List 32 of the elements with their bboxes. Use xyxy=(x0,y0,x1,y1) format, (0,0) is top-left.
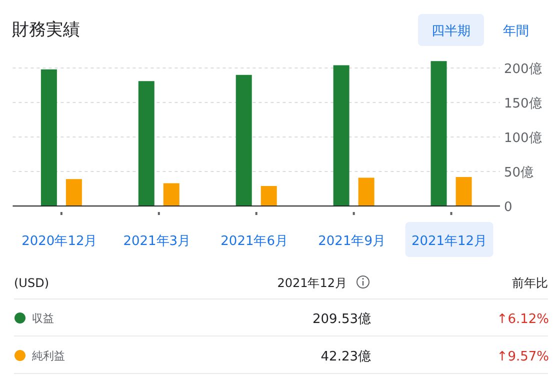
y-tick-label: 50億 xyxy=(504,166,534,180)
chart-title: 財務実績 xyxy=(12,20,80,40)
x-tick-label: 2021年12月 xyxy=(411,234,488,249)
legend-label: 収益 xyxy=(32,312,54,325)
bar xyxy=(236,74,252,206)
bar xyxy=(40,69,57,206)
bar xyxy=(333,65,350,206)
y-tick-label: 200億 xyxy=(504,62,542,77)
x-tick-label: 2021年6月 xyxy=(220,234,288,249)
text: ↑9.57% xyxy=(496,350,549,364)
y-tick-label: 150億 xyxy=(504,96,542,112)
bar xyxy=(430,61,447,206)
text: 42.23億 xyxy=(320,350,371,364)
bar xyxy=(260,186,277,206)
bar xyxy=(138,81,154,206)
bar xyxy=(456,177,472,206)
text: 2021年12月 xyxy=(277,276,347,290)
text: 前年比 xyxy=(512,276,548,290)
text: 209.53億 xyxy=(312,312,371,327)
y-tick-label: 0 xyxy=(504,200,512,215)
bar xyxy=(358,178,374,206)
x-tick-label: 2021年9月 xyxy=(318,234,386,249)
text: (USD) xyxy=(14,276,50,290)
text: ↑6.12% xyxy=(496,312,549,327)
legend-label: 純利益 xyxy=(32,350,65,362)
x-tick-label: 2020年12月 xyxy=(22,234,98,249)
x-tick-label: 2021年3月 xyxy=(123,234,191,249)
bar xyxy=(163,183,180,206)
bar xyxy=(66,179,82,206)
text: 年間 xyxy=(503,24,529,39)
text: 四半期 xyxy=(432,24,470,39)
y-tick-label: 100億 xyxy=(504,131,542,146)
